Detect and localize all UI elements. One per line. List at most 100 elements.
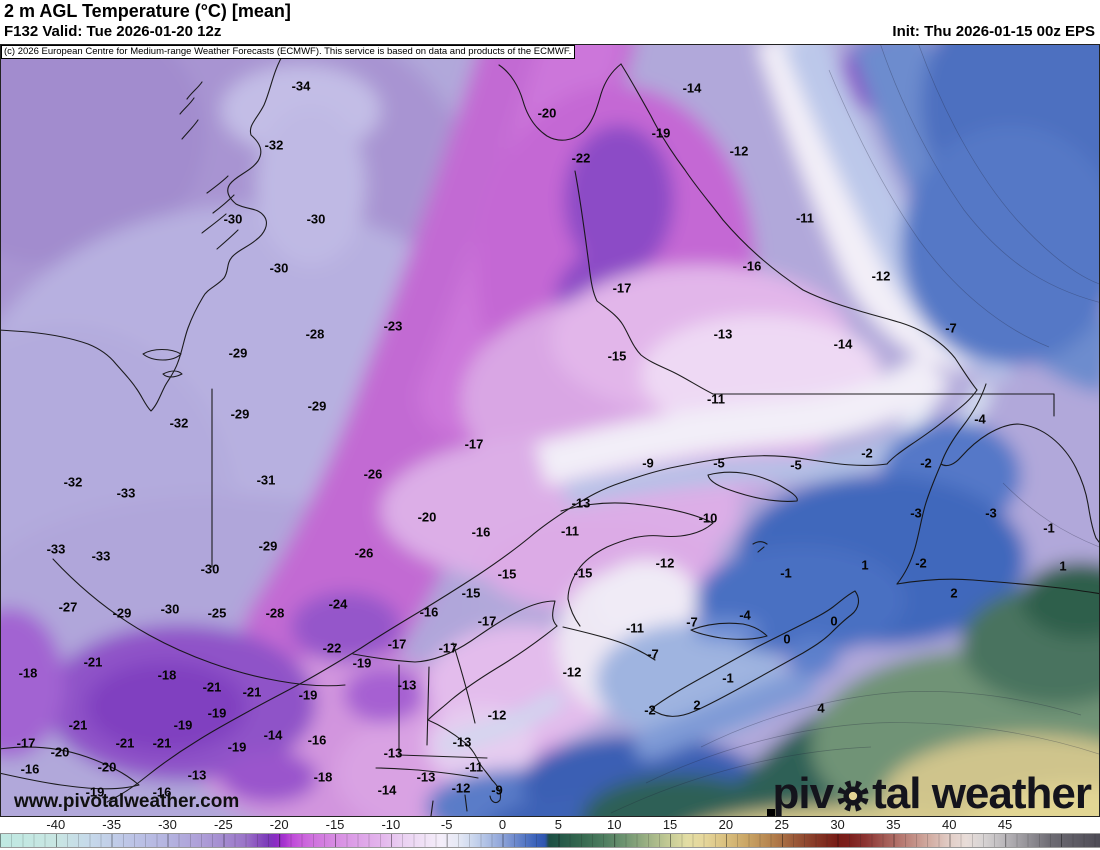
temp-label: -33 [47,542,66,557]
temp-label: -29 [259,539,278,554]
temp-label: -1 [780,566,792,581]
temp-label: -18 [314,770,333,785]
temp-label: -13 [714,327,733,342]
temp-label: -11 [626,621,644,636]
temp-label: -5 [790,458,802,473]
temp-label: -4 [974,412,986,427]
colorbar-tick: -35 [102,817,122,832]
colorbar-tick: 40 [942,817,957,832]
temp-label: -1 [1043,521,1055,536]
temp-label: -12 [563,665,582,680]
watermark-url: www.pivotalweather.com [14,791,240,812]
temp-label: -18 [19,666,38,681]
temp-label: -12 [730,144,749,159]
temp-label: -17 [17,736,36,751]
temp-label: -2 [861,446,873,461]
temp-label: -4 [739,608,751,623]
temp-label: -13 [572,496,591,511]
temp-label: -20 [51,745,70,760]
temp-label: 0 [830,614,837,629]
colorbar-tick: 30 [830,817,845,832]
temp-label: -16 [420,605,439,620]
temp-label: -11 [465,760,483,775]
temp-label: -27 [59,600,78,615]
temp-label: -26 [364,467,383,482]
temp-label: -20 [418,510,437,525]
temp-label: -3 [985,506,997,521]
temp-label: -18 [158,668,177,683]
temp-label: -2 [644,703,656,718]
temp-label: -10 [699,511,718,526]
copyright-notice: (c) 2026 European Centre for Medium-rang… [1,45,576,59]
temp-label: -30 [307,212,326,227]
colorbar-tick: -15 [325,817,345,832]
temp-label: -29 [229,346,248,361]
temp-label: -29 [308,399,327,414]
temp-label: -24 [329,597,349,612]
temp-label: -29 [113,606,132,621]
temp-label: -17 [439,641,458,656]
colorbar-tick-labels: -40 -35 -30 -25 -20 -15 -10 -5 0 5 10 15 20 25 30 35 40 4… [0,817,1100,833]
colorbar-tick: -25 [213,817,233,832]
temp-label: -15 [608,349,627,364]
temp-label: -13 [188,768,207,783]
temp-label: -33 [92,549,111,564]
header: 2 m AGL Temperature (°C) [mean] F132 Val… [0,0,1100,44]
temp-label: -13 [453,735,472,750]
colorbar-tick: -10 [381,817,401,832]
temp-label: -19 [353,656,372,671]
temp-label: -21 [84,655,103,670]
temp-label: -11 [707,392,725,407]
temp-label: -14 [834,337,854,352]
temp-label: -21 [203,680,222,695]
temp-label: -22 [572,151,591,166]
logo-text-pre: piv [772,769,835,817]
colorbar-tick: 5 [554,817,562,832]
colorbar-tick: -30 [158,817,177,832]
temp-label: -21 [243,685,262,700]
temp-label: 1 [861,558,868,573]
temp-label: -14 [264,728,284,743]
temp-label: -11 [561,524,579,539]
temp-label: -13 [398,678,417,693]
temp-label: -17 [478,614,497,629]
temp-label: -15 [462,586,481,601]
temp-label: 1 [1059,559,1066,574]
temp-label: 0 [783,632,790,647]
temperature-labels: -34-32-30 -30-30-20-19-22-14-12-11-16-17-… [17,79,1067,800]
temp-label: -19 [299,688,318,703]
gear-icon [837,780,869,812]
temp-label: -16 [153,785,172,800]
temp-label: -2 [915,556,927,571]
temp-label: -32 [265,138,284,153]
colorbar-segment-lines [0,834,1100,847]
temp-label: -16 [308,733,327,748]
temp-label: -28 [306,327,325,342]
colorbar-tick: 0 [498,817,507,832]
temp-label: -1 [722,671,734,686]
coastlines [1,52,1099,816]
temp-label: -33 [117,486,136,501]
temp-label: 4 [817,701,825,716]
colorbar-tick: 35 [886,817,901,832]
colorbar-tick: 20 [718,817,734,832]
temp-label: -2 [920,456,932,471]
temp-label: -19 [208,706,227,721]
temp-label: -30 [201,562,220,577]
colorbar: -40 -35 -30 -25 -20 -15 -10 -5 0 5 10 15 20 25 30 35 40 4… [0,817,1100,850]
temp-label: -19 [652,126,671,141]
temp-label: -11 [796,211,814,226]
temp-label: -20 [538,106,557,121]
temp-label: -14 [683,81,703,96]
temp-label: -23 [384,319,403,334]
temp-label: -31 [257,473,276,488]
logo-text-post: tal weather [872,769,1092,817]
temp-label: -15 [574,566,593,581]
page-title: 2 m AGL Temperature (°C) [mean] [4,1,291,21]
temp-label: -34 [292,79,312,94]
colorbar-tick: 45 [997,817,1013,832]
temp-label: -12 [488,708,507,723]
temp-label: -17 [388,637,407,652]
temp-label: -17 [613,281,632,296]
temp-label: -12 [656,556,675,571]
